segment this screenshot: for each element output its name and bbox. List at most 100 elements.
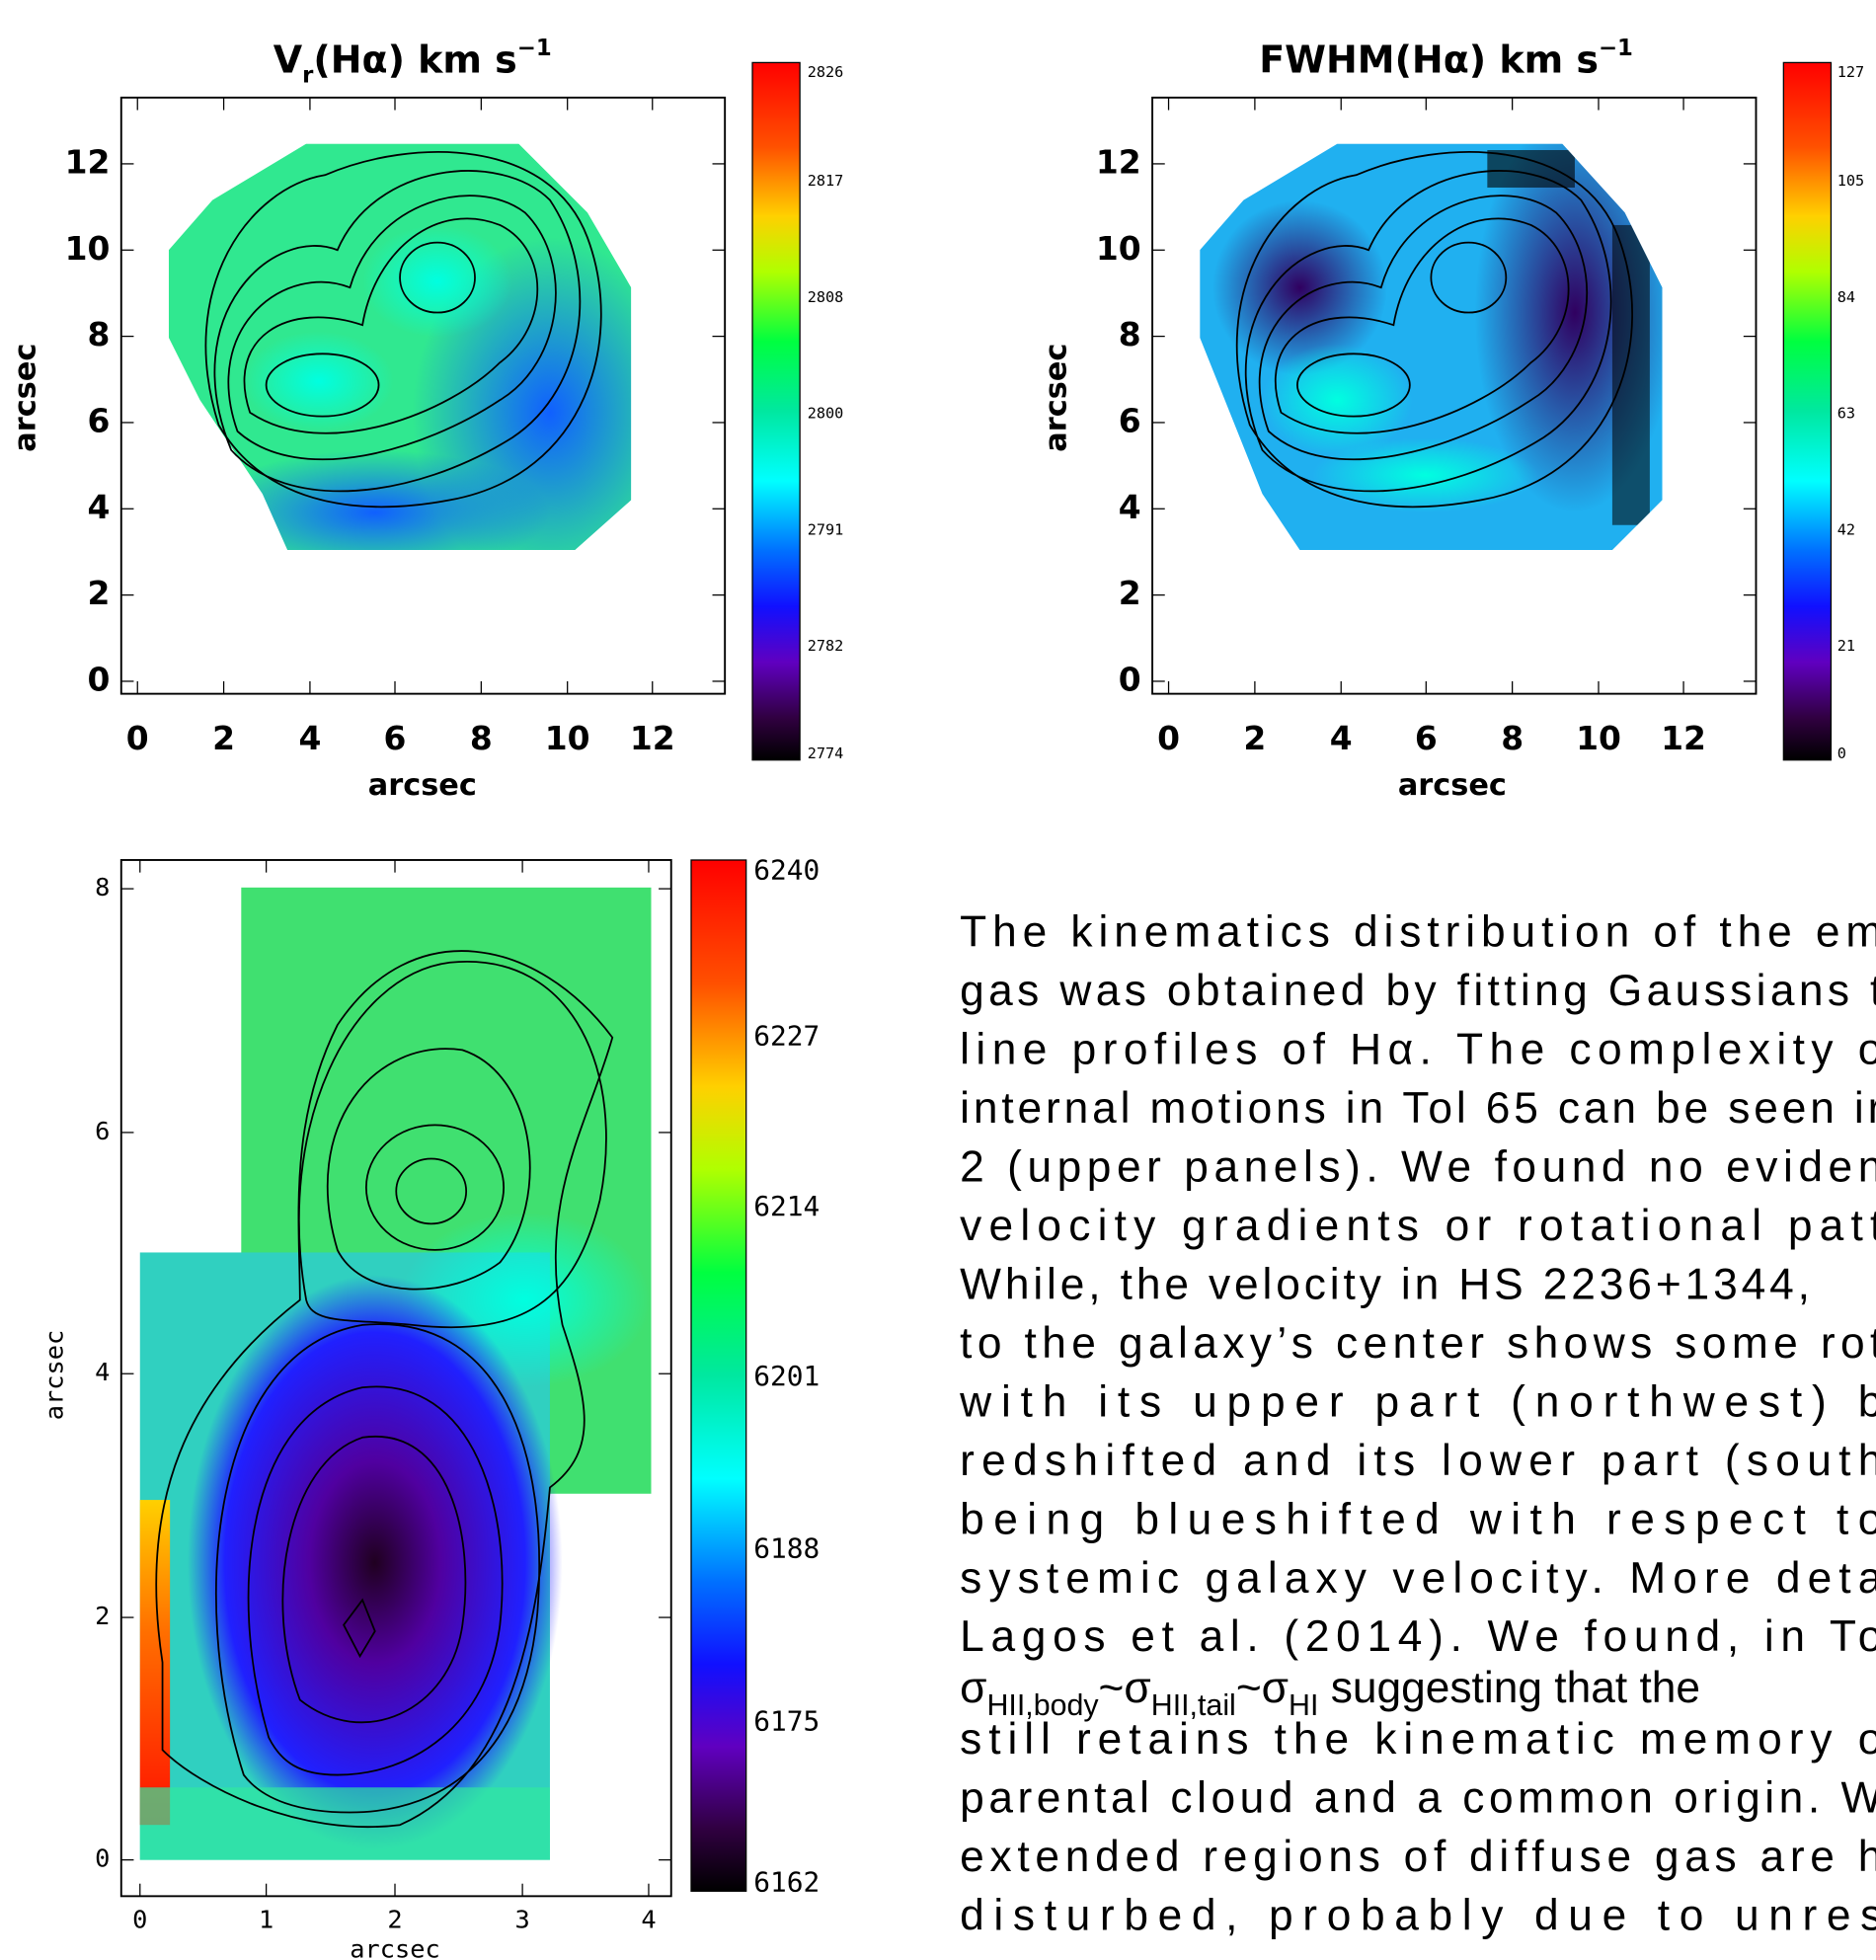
y-tick-label: 8 [87, 315, 110, 353]
plot-frame [119, 859, 672, 1898]
velocity-map-image [139, 887, 652, 1860]
plot-frame [1151, 96, 1758, 695]
y-tick-label: 10 [1096, 229, 1141, 268]
text-line: 2 (upper panels). We found no eviden [960, 1142, 1876, 1191]
text-span: ~σ [1236, 1664, 1289, 1712]
x-tick-label: 3 [514, 1906, 529, 1934]
x-tick-label: 6 [1415, 719, 1438, 757]
x-tick-label: 2 [387, 1906, 402, 1934]
y-tick-label: 4 [87, 488, 110, 526]
colorbar-tick-label: 2826 [808, 63, 844, 81]
y-axis-label: arcsec [1040, 344, 1074, 452]
text-span: σ [960, 1664, 986, 1712]
text-span: suggesting that the [1318, 1664, 1700, 1712]
colorbar-tick-label: 2817 [808, 172, 844, 190]
x-axis-label: arcsec [368, 768, 477, 803]
y-tick-label: 8 [95, 873, 110, 902]
colorbar-tick-label: 6175 [753, 1704, 820, 1737]
colorbar [1782, 61, 1833, 761]
text-line: line profiles of Hα. The complexity o [960, 1025, 1876, 1073]
title-part: FWHM(Hα) km s [1259, 39, 1599, 82]
x-tick-label: 12 [630, 719, 675, 757]
plot-frame [119, 96, 727, 695]
text-line: with its upper part (northwest) b [959, 1377, 1876, 1426]
velocity-map-panel: Vr(Hα) km s−1 0 2 4 6 8 10 12 0 2 4 6 8 10 12 2826 2817… [8, 36, 843, 803]
colorbar-tick-label: 21 [1837, 637, 1855, 655]
fwhm-map-panel: FWHM(Hα) km s−1 0 2 4 6 8 10 12 0 2 4 6 8 10 12 127 105… [1040, 36, 1864, 803]
text-line: extended regions of diffuse gas are h [960, 1833, 1876, 1881]
colorbar-tick-label: 6240 [753, 853, 820, 886]
y-axis-label: arcsec [8, 344, 42, 452]
y-tick-label: 2 [95, 1602, 110, 1630]
colorbar-tick-label: 6214 [753, 1190, 820, 1222]
y-tick-label: 2 [87, 574, 110, 612]
colorbar-tick-label: 63 [1837, 405, 1855, 423]
colorbar-tick-label: 2808 [808, 288, 844, 306]
subscript: HII,tail [1151, 1689, 1236, 1722]
colorbar-tick-label: 127 [1837, 63, 1864, 81]
x-tick-label: 8 [470, 719, 493, 757]
colorbar-tick-label: 2782 [808, 637, 844, 655]
contours [155, 950, 614, 1829]
text-line: velocity gradients or rotational patt [960, 1202, 1876, 1250]
y-tick-label: 10 [65, 229, 111, 268]
colorbar-tick-label: 42 [1837, 520, 1855, 538]
x-tick-label: 4 [298, 719, 321, 757]
colorbar-tick-label: 6227 [753, 1020, 820, 1053]
text-line: systemic galaxy velocity. More deta [960, 1554, 1876, 1603]
subscript: HI [1289, 1689, 1318, 1722]
colorbar-tick-label: 6201 [753, 1360, 820, 1392]
x-tick-label: 12 [1661, 719, 1706, 757]
title-part: (Hα) km s [313, 39, 516, 82]
axis-ticks: 0 1 2 3 4 0 2 4 6 8 6240 6227 6214 6201 6188 6175 6162 [95, 853, 820, 1933]
contours [204, 151, 602, 509]
y-tick-label: 4 [95, 1358, 110, 1386]
title-superscript: −1 [517, 36, 552, 61]
contours [1235, 151, 1633, 509]
title-subscript: r [302, 63, 314, 89]
x-tick-label: 1 [259, 1906, 274, 1934]
text-line: disturbed, probably due to unres [960, 1892, 1876, 1940]
x-axis-label: arcsec [350, 1934, 439, 1960]
text-span: ~σ [1099, 1664, 1151, 1712]
y-tick-label: 12 [65, 142, 111, 181]
colorbar-tick-label: 0 [1837, 745, 1846, 762]
y-tick-label: 8 [1119, 315, 1141, 353]
text-line: The kinematics distribution of the em [960, 907, 1876, 956]
y-tick-label: 6 [1119, 401, 1141, 439]
x-tick-label: 4 [641, 1906, 656, 1934]
colorbar-tick-label: 2774 [808, 745, 844, 762]
text-line: being blueshifted with respect to [960, 1495, 1876, 1543]
colorbar-tick-label: 2791 [808, 520, 844, 538]
title-superscript: −1 [1599, 36, 1633, 61]
axis-ticks: 0 2 4 6 8 10 12 0 2 4 6 8 10 12 2826 2817 2808 2800 2791 27… [65, 63, 844, 762]
velocity-map-panel-2: 0 1 2 3 4 0 2 4 6 8 6240 6227 6214 6201 6188 6175 6162 a… [39, 853, 820, 1960]
subscript: HII,body [986, 1689, 1099, 1722]
text-line: parental cloud and a common origin. W [960, 1774, 1876, 1823]
x-tick-label: 10 [1576, 719, 1621, 757]
text-line: still retains the kinematic memory o [960, 1715, 1876, 1764]
x-tick-label: 8 [1501, 719, 1524, 757]
colorbar-tick-label: 84 [1837, 288, 1855, 306]
axis-ticks: 0 2 4 6 8 10 12 0 2 4 6 8 10 12 127 105 84 63 42 21 0 [1096, 63, 1864, 762]
x-tick-label: 0 [126, 719, 149, 757]
text-line: While, the velocity in HS 2236+1344, [960, 1260, 1810, 1308]
colorbar-tick-label: 6188 [753, 1532, 820, 1565]
x-axis-label: arcsec [1398, 768, 1507, 803]
x-tick-label: 0 [1157, 719, 1180, 757]
text-line: Lagos et al. (2014). We found, in To [960, 1612, 1876, 1661]
text-line: internal motions in Tol 65 can be seen i… [960, 1084, 1876, 1133]
x-tick-label: 4 [1330, 719, 1353, 757]
colorbar [690, 859, 747, 1892]
y-tick-label: 0 [95, 1844, 110, 1873]
text-line: gas was obtained by fitting Gaussians t [960, 967, 1876, 1015]
y-tick-label: 6 [87, 401, 110, 439]
colorbar-tick-label: 6162 [753, 1866, 820, 1899]
y-tick-label: 12 [1096, 142, 1141, 181]
title-part: V [274, 39, 303, 82]
x-tick-label: 10 [545, 719, 590, 757]
y-tick-label: 6 [95, 1117, 110, 1145]
x-tick-label: 0 [132, 1906, 147, 1934]
